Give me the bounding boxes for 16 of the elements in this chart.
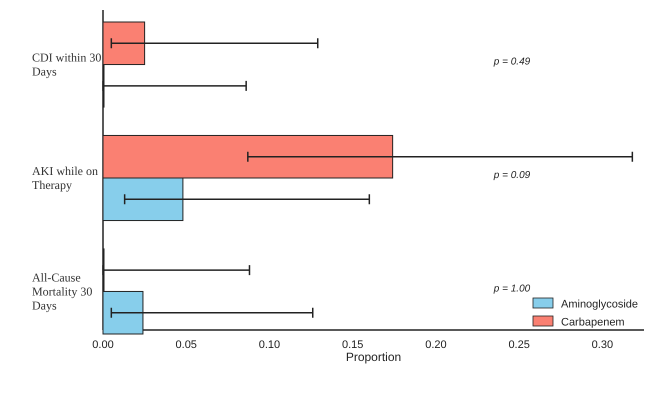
x-axis-title: Proportion xyxy=(346,350,402,364)
x-tick-label: 0.05 xyxy=(176,339,197,351)
legend-label: Aminoglycoside xyxy=(561,298,638,310)
x-tick-label: 0.20 xyxy=(425,339,447,351)
x-tick-label: 0.30 xyxy=(592,339,614,351)
x-tick-label: 0.15 xyxy=(342,339,364,351)
annotation: p = 0.49 xyxy=(492,56,531,68)
legend-label: Carbapenem xyxy=(561,316,625,328)
x-tick-label: 0.00 xyxy=(92,339,114,351)
y-tick-label: All-Cause Mortality 30 Days xyxy=(32,270,92,312)
x-tick-label: 0.25 xyxy=(508,339,530,351)
y-tick-label: CDI within 30 Days xyxy=(32,50,102,79)
annotation: p = 0.09 xyxy=(492,170,531,181)
x-tick-label: 0.10 xyxy=(258,339,280,351)
annotation: p = 1.00 xyxy=(492,283,531,294)
y-tick-label: AKI while on Therapy xyxy=(32,164,98,192)
